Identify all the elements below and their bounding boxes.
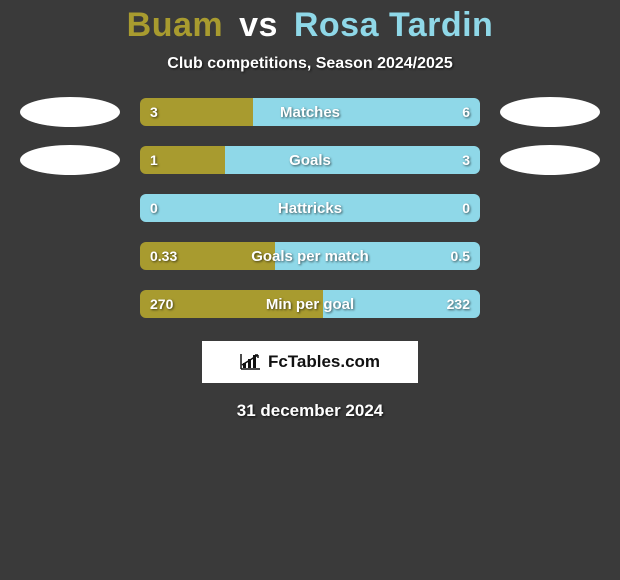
stat-row: 0.330.5Goals per match [0, 241, 620, 271]
stats-container: 36Matches 13Goals 00Hattricks 0.330.5Goals … [0, 97, 620, 319]
brand-badge: FcTables.com [202, 341, 418, 383]
stat-bar: 13Goals [140, 146, 480, 174]
stat-label: Goals [140, 146, 480, 174]
spacer [500, 193, 600, 223]
stat-label: Min per goal [140, 290, 480, 318]
comparison-infographic: Buam vs Rosa Tardin Club competitions, S… [0, 0, 620, 580]
stat-row: 13Goals [0, 145, 620, 175]
subtitle: Club competitions, Season 2024/2025 [0, 55, 620, 73]
brand-text: FcTables.com [268, 352, 380, 372]
spacer [20, 241, 120, 271]
avatar-right [500, 145, 600, 175]
date-text: 31 december 2024 [0, 401, 620, 421]
stat-label: Matches [140, 98, 480, 126]
avatar-left [20, 97, 120, 127]
stat-bar: 270232Min per goal [140, 290, 480, 318]
stat-bar: 00Hattricks [140, 194, 480, 222]
stat-label: Hattricks [140, 194, 480, 222]
stat-label: Goals per match [140, 242, 480, 270]
brand-chart-icon [240, 353, 262, 371]
title-player-2: Rosa Tardin [294, 6, 493, 44]
title-vs: vs [239, 6, 278, 44]
spacer [20, 193, 120, 223]
avatar-left [20, 145, 120, 175]
spacer [500, 241, 600, 271]
title-player-1: Buam [127, 6, 223, 44]
avatar-right [500, 97, 600, 127]
page-title: Buam vs Rosa Tardin [0, 6, 620, 45]
stat-bar: 0.330.5Goals per match [140, 242, 480, 270]
stat-row: 270232Min per goal [0, 289, 620, 319]
stat-row: 36Matches [0, 97, 620, 127]
spacer [500, 289, 600, 319]
stat-bar: 36Matches [140, 98, 480, 126]
stat-row: 00Hattricks [0, 193, 620, 223]
spacer [20, 289, 120, 319]
